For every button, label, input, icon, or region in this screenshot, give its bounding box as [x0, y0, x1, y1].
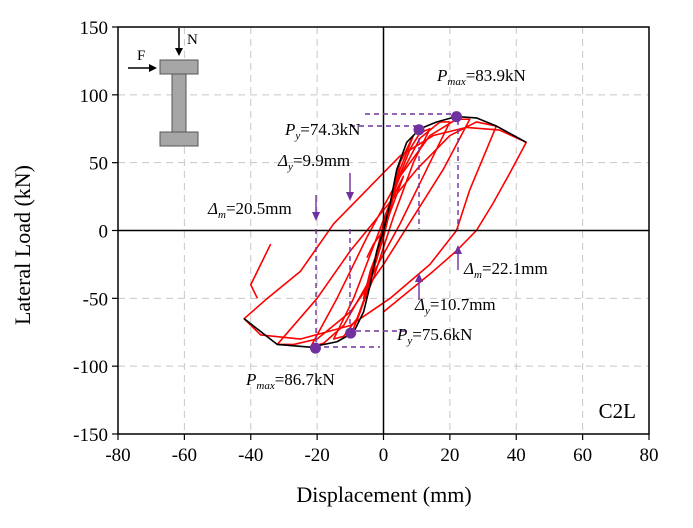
x-axis-title: Displacement (mm)	[296, 482, 471, 507]
x-tick-label: 40	[507, 445, 526, 466]
x-tick-label: 80	[640, 445, 659, 466]
y-tick-label: -100	[73, 357, 108, 378]
y-tick-label: 100	[80, 86, 109, 107]
arrowhead-dy-neg	[346, 192, 354, 201]
arrowhead-dm-pos	[454, 245, 462, 254]
y-tick-label: -50	[83, 289, 108, 310]
key-point-markers	[309, 111, 463, 354]
y-tick-label: -150	[73, 425, 108, 446]
hysteresis-loop	[249, 243, 272, 299]
key-point-marker	[413, 124, 425, 136]
x-tick-label: -40	[238, 445, 263, 466]
key-point-marker	[451, 111, 463, 123]
y-tick-label: 50	[89, 154, 108, 175]
axial-label-n: N	[187, 32, 198, 48]
annotation-dm-neg: Δm=20.5mm	[207, 199, 292, 221]
x-tick-label: 0	[379, 445, 389, 466]
y-tick-label: 0	[99, 222, 109, 243]
y-axis-title: Lateral Load (kN)	[10, 165, 35, 325]
force-label-f: F	[137, 48, 145, 64]
annotation-dm-pos: Δm=22.1mm	[463, 259, 548, 281]
i-section-inset: F N	[128, 28, 199, 147]
dash-pmax-pos	[365, 113, 459, 229]
arrowhead-dy-pos	[415, 273, 423, 282]
x-tick-label: 60	[573, 445, 592, 466]
x-tick-label: 20	[440, 445, 459, 466]
panel-label: C2L	[599, 399, 636, 423]
tick-labels: -80 -60 -40 -20 0 20 40 60 80 150 100 50 0 -50 -100 -15…	[73, 18, 658, 466]
i-section-bottom-flange	[159, 131, 199, 147]
force-arrowhead-f	[149, 64, 157, 72]
annotation-pmax-pos: Pmax=83.9kN	[436, 66, 526, 88]
x-tick-label: -80	[105, 445, 130, 466]
annotation-pmax-neg: Pmax=86.7kN	[245, 370, 335, 392]
y-tick-label: 150	[80, 18, 109, 39]
annotation-dy-pos: Δy=10.7mm	[414, 295, 496, 317]
i-section-top-flange	[159, 59, 199, 75]
annotation-dy-neg: Δy=9.9mm	[277, 151, 350, 173]
annotation-py-neg: Py=75.6kN	[396, 325, 472, 347]
i-section-web	[171, 73, 187, 133]
x-tick-label: -20	[304, 445, 329, 466]
axial-arrowhead-n	[175, 48, 183, 56]
annotation-arrows	[312, 173, 462, 300]
axes	[112, 26, 650, 440]
arrowhead-dm-neg	[312, 212, 320, 221]
annotation-py-pos: Py=74.3kN	[284, 120, 360, 142]
key-point-marker	[309, 342, 321, 354]
key-point-marker	[345, 327, 357, 339]
x-tick-label: -60	[172, 445, 197, 466]
dash-py-pos	[350, 125, 420, 229]
